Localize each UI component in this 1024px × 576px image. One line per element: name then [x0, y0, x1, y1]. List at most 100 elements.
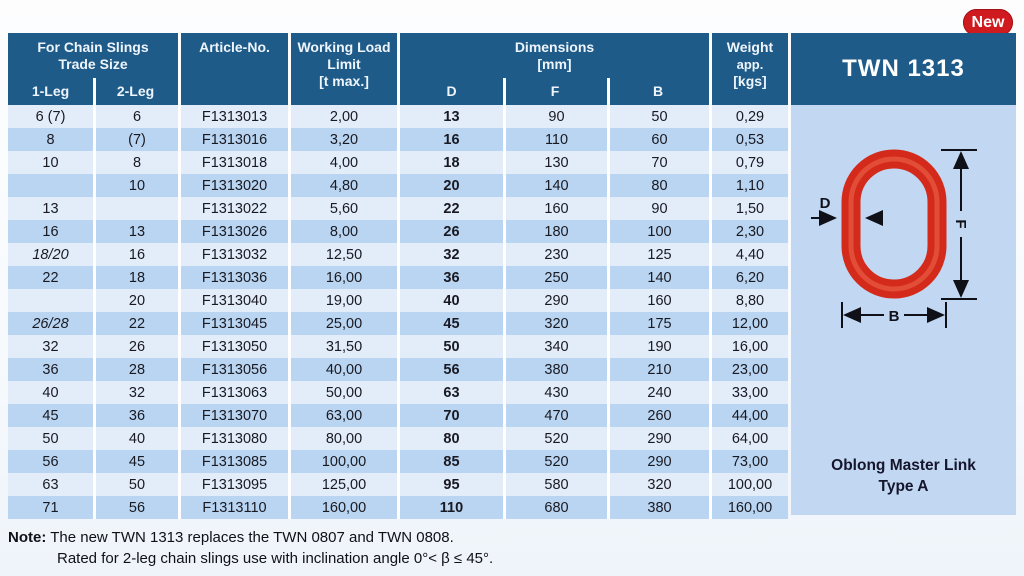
table-cell: 50	[8, 427, 93, 450]
table-cell: 140	[506, 174, 607, 197]
table-cell: 50	[96, 473, 178, 496]
table-cell: 680	[506, 496, 607, 519]
table-cell: 160,00	[291, 496, 397, 519]
header-dims-line2: [mm]	[537, 56, 572, 72]
table-cell	[96, 197, 178, 220]
table-cell	[8, 289, 93, 312]
article-no-cell: F1313026	[181, 220, 288, 243]
table-cell: 520	[506, 427, 607, 450]
header-article-label: Article-No.	[199, 39, 270, 55]
article-no-cell: F1313018	[181, 151, 288, 174]
table-cell: 16,00	[291, 266, 397, 289]
table-cell: 70	[400, 404, 503, 427]
table-cell: 45	[8, 404, 93, 427]
header-dim-f: F	[550, 83, 560, 99]
table-cell: 26/28	[8, 312, 93, 335]
table-cell: 63	[8, 473, 93, 496]
table-cell: 80	[610, 174, 709, 197]
table-header: For Chain Slings Trade Size 1-Leg 2-Leg …	[8, 33, 788, 105]
table-cell: 31,50	[291, 335, 397, 358]
header-dims-line1: Dimensions	[514, 39, 595, 55]
table-cell: 32	[8, 335, 93, 358]
article-no-cell: F1313016	[181, 128, 288, 151]
table-cell: 10	[8, 151, 93, 174]
table-cell: 73,00	[712, 450, 788, 473]
footnote-label: Note:	[8, 529, 47, 546]
table-cell: 16	[400, 128, 503, 151]
b-dim-label: B	[889, 308, 900, 325]
table-cell: 90	[610, 197, 709, 220]
table-cell: 290	[506, 289, 607, 312]
table-cell: 26	[400, 220, 503, 243]
b-label-bg	[884, 303, 904, 327]
table-cell: 63	[400, 381, 503, 404]
table-cell: 50	[400, 335, 503, 358]
table-cell: 0,53	[712, 128, 788, 151]
table-cell	[8, 174, 93, 197]
table-cell: 56	[96, 496, 178, 519]
new-badge: New	[963, 9, 1013, 36]
table-cell: 290	[610, 450, 709, 473]
table-cell: 100,00	[291, 450, 397, 473]
footnote-line1: Note: The new TWN 1313 replaces the TWN …	[8, 527, 493, 548]
table-cell: 2,00	[291, 105, 397, 128]
table-cell: 23,00	[712, 358, 788, 381]
table-cell: 100,00	[712, 473, 788, 496]
table-cell: 290	[610, 427, 709, 450]
table-cell: 63,00	[291, 404, 397, 427]
table-cell: 470	[506, 404, 607, 427]
table-cell: 3,20	[291, 128, 397, 151]
table-cell: 130	[506, 151, 607, 174]
article-no-cell: F1313045	[181, 312, 288, 335]
table-cell: 85	[400, 450, 503, 473]
article-no-cell: F1313032	[181, 243, 288, 266]
table-cell: 250	[506, 266, 607, 289]
table-cell: 22	[400, 197, 503, 220]
table-cell: 80	[400, 427, 503, 450]
table-cell: 20	[400, 174, 503, 197]
article-no-cell: F1313070	[181, 404, 288, 427]
article-no-cell: F1313080	[181, 427, 288, 450]
table-cell: 95	[400, 473, 503, 496]
product-panel-header: TWN 1313	[791, 33, 1016, 105]
footnote-line2: Rated for 2-leg chain slings use with in…	[57, 550, 494, 567]
d-dim-label: D	[820, 195, 831, 212]
table-cell: 32	[400, 243, 503, 266]
header-1-leg: 1-Leg	[31, 83, 70, 99]
table-cell: 580	[506, 473, 607, 496]
table-cell: 1,50	[712, 197, 788, 220]
table-cell: 90	[506, 105, 607, 128]
header-weight-line2: app.	[736, 57, 764, 72]
table-cell: 12,00	[712, 312, 788, 335]
table-cell: 33,00	[712, 381, 788, 404]
f-label-bg	[952, 211, 970, 237]
header-article-no: Article-No.	[181, 33, 288, 105]
header-wll-line2: Limit	[327, 56, 361, 72]
table-cell: 40	[400, 289, 503, 312]
header-wll-line3: [t max.]	[319, 73, 369, 89]
article-no-cell: F1313040	[181, 289, 288, 312]
table-cell: 110	[400, 496, 503, 519]
table-cell: 45	[400, 312, 503, 335]
table-cell: 110	[506, 128, 607, 151]
header-dim-d: D	[446, 83, 457, 99]
table-cell: 5,60	[291, 197, 397, 220]
product-caption-line1: Oblong Master Link	[831, 457, 976, 474]
table-cell: 40	[8, 381, 93, 404]
table-cell: 8,80	[712, 289, 788, 312]
table-cell: 320	[610, 473, 709, 496]
table-cell: 10	[96, 174, 178, 197]
article-no-cell: F1313056	[181, 358, 288, 381]
table-cell: 50,00	[291, 381, 397, 404]
table-cell: 160	[506, 197, 607, 220]
table-cell: 1,10	[712, 174, 788, 197]
table-cell: 160,00	[712, 496, 788, 519]
table-cell: 340	[506, 335, 607, 358]
table-cell: 230	[506, 243, 607, 266]
table-cell: 80,00	[291, 427, 397, 450]
article-no-cell: F1313063	[181, 381, 288, 404]
table-cell: 175	[610, 312, 709, 335]
table-cell: 40	[96, 427, 178, 450]
header-weight: Weight app. [kgs]	[712, 33, 788, 105]
article-no-cell: F1313085	[181, 450, 288, 473]
